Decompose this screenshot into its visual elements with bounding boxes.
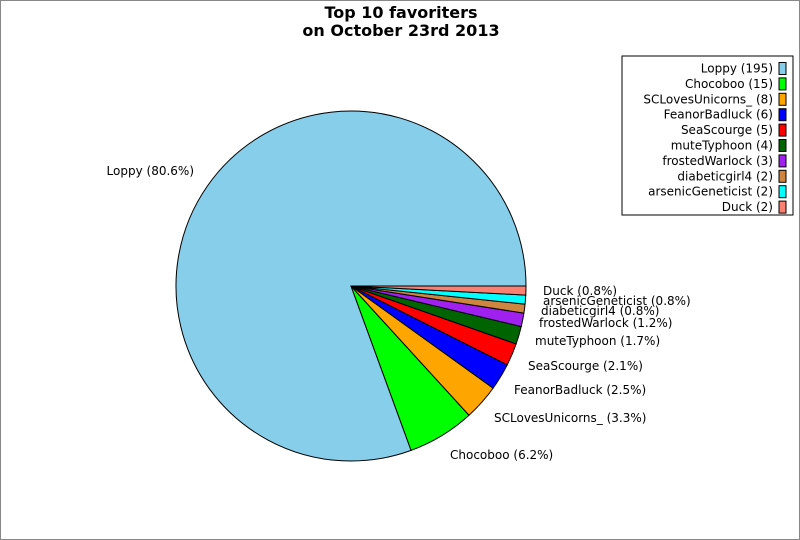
legend-swatch	[778, 77, 787, 91]
legend-swatch	[778, 139, 787, 152]
legend-label: Duck (2)	[722, 200, 773, 214]
slice-label-loppy: Loppy (80.6%)	[107, 164, 194, 178]
legend-swatch	[778, 154, 787, 168]
chart-title-line-2: on October 23rd 2013	[302, 21, 499, 40]
slice-duck	[350, 285, 527, 296]
legend-swatch	[778, 62, 787, 75]
slice-label-mutetyphoon: muteTyphoon (1.7%)	[535, 334, 660, 348]
legend-label: Loppy (195)	[701, 62, 773, 76]
legend-swatch	[778, 169, 787, 183]
slice-label-arsenicgeneticist: arsenicGeneticist (0.8%)	[543, 294, 691, 308]
slice-label-diabeticgirl4: diabeticgirl4 (0.8%)	[541, 304, 659, 318]
legend-label: frostedWarlock (3)	[662, 154, 773, 168]
legend-label: SCLovesUnicorns_ (8)	[643, 92, 773, 106]
slice-label-chocoboo: Chocoboo (6.2%)	[450, 448, 553, 462]
legend-swatch	[778, 123, 787, 137]
legend-label: arsenicGeneticist (2)	[648, 185, 773, 199]
legend-label: FeanorBadluck (6)	[664, 108, 773, 122]
legend-box	[621, 55, 794, 216]
slice-label-feanorbadluck: FeanorBadluck (2.5%)	[514, 383, 646, 397]
legend: Loppy (195)Chocoboo (15)SCLovesUnicorns_…	[621, 55, 794, 216]
slice-label-duck: Duck (0.8%)	[543, 284, 617, 298]
slice-label-sclovesunicorns: SCLovesUnicorns_ (3.3%)	[494, 411, 646, 425]
legend-label: Chocoboo (15)	[685, 77, 773, 91]
chart-title-line-1: Top 10 favoriters	[324, 3, 477, 22]
legend-swatch	[778, 92, 787, 106]
slice-label-frostedwarlock: frostedWarlock (1.2%)	[539, 316, 672, 330]
legend-swatch	[778, 185, 787, 199]
legend-label: muteTyphoon (4)	[671, 139, 773, 153]
legend-swatch	[778, 200, 787, 214]
legend-swatch	[778, 108, 787, 122]
legend-label: diabeticgirl4 (2)	[677, 169, 773, 183]
slice-label-seascourge: SeaScourge (2.1%)	[528, 359, 643, 373]
legend-label: SeaScourge (5)	[681, 123, 773, 137]
